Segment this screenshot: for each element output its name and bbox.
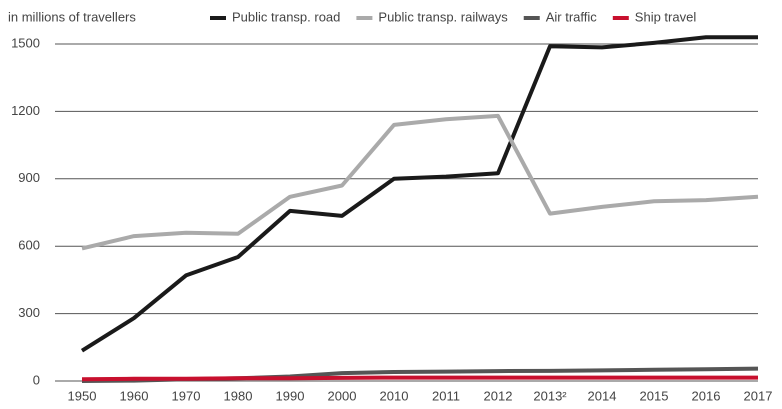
line-series <box>80 35 758 353</box>
legend-label: Ship travel <box>635 9 697 24</box>
legend-label: Public transp. railways <box>378 9 508 24</box>
x-tick-label: 1960 <box>120 388 149 403</box>
legend-label: Air traffic <box>546 9 598 24</box>
x-tick-label: 2014 <box>588 388 617 403</box>
x-tick-label: 2013² <box>533 388 567 403</box>
y-tick-label: 300 <box>18 305 40 320</box>
x-tick-label: 2012 <box>484 388 513 403</box>
x-tick-label: 2016 <box>692 388 721 403</box>
x-tick-label: 1950 <box>68 388 97 403</box>
x-tick-label: 2010 <box>380 388 409 403</box>
x-tick-label: 2017 <box>744 388 773 403</box>
y-tick-label: 1500 <box>11 35 40 50</box>
x-tick-label: 2011 <box>432 388 460 403</box>
line-series <box>81 113 759 251</box>
y-tick-label: 1200 <box>11 103 40 118</box>
x-tick-label: 1970 <box>172 388 201 403</box>
y-tick-label: 600 <box>18 238 40 253</box>
y-tick-label: 0 <box>33 372 40 387</box>
y-axis-label: in millions of travellers <box>8 9 136 24</box>
legend-label: Public transp. road <box>232 9 340 24</box>
y-tick-label: 900 <box>18 170 40 185</box>
x-tick-label: 2000 <box>328 388 357 403</box>
x-tick-label: 1990 <box>276 388 305 403</box>
x-tick-label: 1980 <box>224 388 253 403</box>
x-tick-label: 2015 <box>640 388 669 403</box>
line-series <box>81 375 758 382</box>
